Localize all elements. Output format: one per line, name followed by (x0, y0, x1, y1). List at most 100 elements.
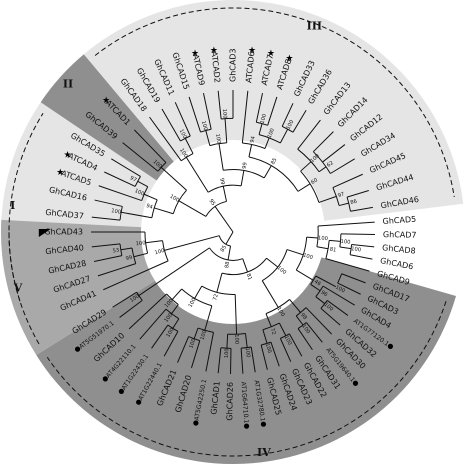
leaf-label: GhCAD6 (379, 256, 414, 271)
leaf-label: GhCAD8 (382, 243, 416, 255)
dot-marker (260, 421, 267, 427)
bootstrap-value: 100 (334, 284, 346, 294)
branch-line (295, 315, 304, 326)
bootstrap-value: 100 (244, 347, 251, 358)
branch-line (139, 308, 167, 340)
branch-line (91, 243, 121, 248)
bootstrap-value: 94 (145, 203, 154, 211)
branch-arc (136, 291, 143, 301)
branch-line (315, 275, 337, 288)
branch-arc (300, 170, 320, 203)
branch-line (178, 200, 207, 217)
branch-line (91, 216, 121, 221)
bootstrap-value: 100 (135, 240, 146, 247)
branch-line (289, 333, 303, 357)
branch-line (241, 90, 249, 144)
bootstrap-value: 98 (299, 312, 308, 321)
branch-line (248, 144, 253, 158)
bootstrap-value: 100 (260, 113, 268, 124)
branch-line (279, 338, 292, 362)
branch-line (350, 206, 373, 212)
branch-line (337, 282, 361, 295)
branch-line (326, 300, 349, 316)
branch-line (297, 119, 321, 150)
branch-line (171, 288, 183, 300)
branch-line (341, 273, 366, 284)
branch-line (262, 329, 268, 344)
root-branch (225, 231, 234, 245)
bootstrap-value: 100 (340, 239, 350, 246)
clade-sector-V (1, 219, 155, 355)
star-marker: ★ (210, 46, 218, 56)
branch-line (349, 254, 373, 260)
bootstrap-value: 100 (221, 109, 228, 119)
branch-line (191, 340, 201, 368)
branch-line (120, 247, 133, 251)
branch-line (250, 346, 256, 373)
dot-marker (136, 399, 142, 405)
branch-arc (218, 235, 231, 247)
branch-line (145, 240, 163, 244)
branch-line (264, 137, 270, 149)
branch-line (163, 331, 179, 357)
bootstrap-value: 100 (285, 119, 295, 131)
dot-marker (118, 388, 124, 395)
bootstrap-value: 81 (245, 273, 253, 281)
bootstrap-value: 100 (129, 293, 141, 304)
bootstrap-value: 100 (200, 330, 208, 341)
branch-line (310, 283, 321, 292)
leaf-label: GhCAD3 (229, 48, 238, 82)
branch-line (267, 96, 278, 126)
branch-line (172, 318, 180, 329)
branch-line (255, 92, 264, 123)
branch-line (346, 190, 369, 198)
clade-sector-IV (36, 257, 457, 465)
bootstrap-value: 100 (165, 327, 175, 339)
bootstrap-value: 100 (224, 348, 231, 358)
branch-line (103, 260, 169, 291)
group-label: I (10, 199, 15, 212)
branch-line (297, 183, 311, 192)
bootstrap-value: 100 (188, 338, 197, 349)
branch-line (312, 131, 334, 153)
dot-marker (243, 423, 250, 429)
bootstrap-values: 8697621006010010010094851001001009910010… (111, 109, 362, 359)
dot-marker (352, 380, 359, 386)
branch-line (258, 123, 263, 135)
group-label: V (13, 282, 23, 295)
branch-line (292, 110, 307, 133)
leaf-label: GhCAD43 (44, 228, 83, 237)
branch-arc (312, 151, 331, 174)
bootstrap-value: 100 (309, 153, 320, 164)
branch-line (194, 285, 203, 299)
branch-arc (205, 200, 227, 217)
branch-line (289, 299, 301, 313)
branch-line (234, 294, 238, 335)
leaf-markers: ★ ★ ★ ★ ★ ★ ★ ★ (38, 46, 394, 429)
leaf-label: ATCAD6 (244, 51, 256, 83)
branch-line (160, 167, 187, 191)
leaf-label: GhCAD40 (45, 243, 84, 256)
branch-arc (241, 346, 252, 349)
clade-bracket-I (8, 113, 44, 302)
branch-line (318, 166, 327, 173)
tree-branches (91, 90, 375, 374)
branch-arc (223, 169, 265, 179)
bootstrap-value: 100 (276, 265, 288, 276)
group-label: IV (257, 446, 271, 459)
bootstrap-value: 100 (178, 148, 188, 160)
branch-arc (209, 247, 243, 261)
branch-line (315, 296, 326, 305)
bootstrap-value: 100 (300, 324, 311, 336)
branch-arc (207, 184, 242, 193)
branch-line (266, 257, 279, 268)
group-label: III (307, 19, 322, 32)
branch-arc (220, 347, 231, 349)
branch-line (317, 221, 375, 227)
branch-line (270, 341, 280, 367)
branch-arc (221, 257, 267, 276)
branch-line (240, 170, 245, 186)
branch-line (296, 269, 314, 281)
clade-brackets (8, 7, 455, 457)
